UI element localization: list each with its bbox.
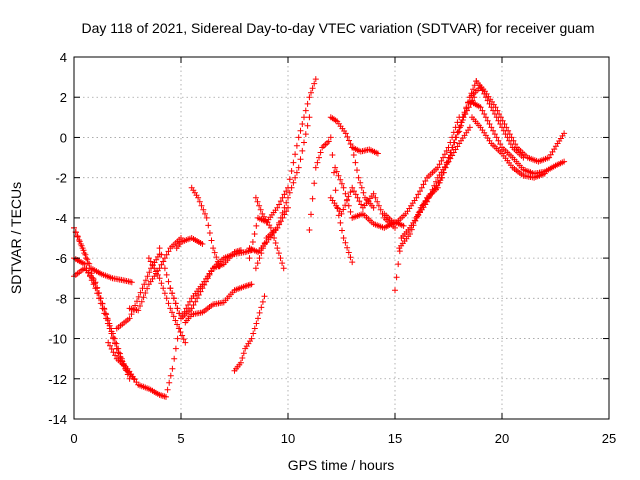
series-track-23 (327, 134, 356, 266)
x-tick-labels: 0 5 10 15 20 25 (70, 431, 616, 446)
x-tick-label: 10 (281, 431, 295, 446)
data-point-markers (456, 84, 527, 161)
y-axis-label: SDTVAR / TECUs (8, 182, 24, 294)
series-track-5 (105, 315, 184, 400)
x-tick-label: 0 (70, 431, 77, 446)
plot-frame (73, 56, 610, 420)
data-point-markers (188, 184, 223, 270)
series-track-12 (188, 184, 223, 270)
data-point-markers (306, 138, 332, 233)
series-track-20 (327, 114, 381, 157)
series-track-27 (381, 114, 463, 227)
data-point-markers (473, 78, 568, 165)
series-track-8 (145, 255, 189, 346)
y-tick-label: 0 (60, 130, 67, 145)
grid (74, 57, 609, 419)
series-track-17 (246, 204, 291, 256)
data-points (71, 76, 568, 400)
series-track-26 (396, 94, 478, 252)
y-tick-label: -10 (48, 332, 67, 347)
y-tick-label: -6 (55, 251, 67, 266)
chart-title: Day 118 of 2021, Sidereal Day-to-day VTE… (81, 20, 594, 36)
x-tick-label: 20 (495, 431, 509, 446)
data-point-markers (182, 281, 255, 326)
series-track-1 (71, 224, 135, 286)
data-point-markers (145, 255, 189, 346)
data-point-markers (396, 94, 478, 252)
data-point-markers (252, 194, 287, 272)
y-tick-labels: -14 -12 -10 -8 -6 -4 -2 0 2 4 (48, 50, 67, 427)
data-point-markers (381, 114, 463, 227)
data-point-markers (231, 293, 268, 374)
data-point-markers (71, 224, 135, 286)
series-track-22 (327, 184, 398, 231)
series-track-10 (167, 247, 255, 322)
data-point-markers (349, 144, 377, 211)
y-tick-label: -4 (55, 211, 67, 226)
data-point-markers (246, 76, 319, 262)
y-tick-label: 4 (60, 50, 67, 65)
x-tick-label: 25 (602, 431, 616, 446)
y-tick-label: -2 (55, 171, 67, 186)
series-track-11 (182, 281, 255, 326)
series-track-14 (231, 293, 268, 374)
data-point-markers (105, 315, 184, 400)
axis-ticks (73, 56, 610, 420)
series-track-28 (413, 124, 473, 221)
x-tick-label: 15 (388, 431, 402, 446)
series-track-31 (469, 114, 548, 181)
data-point-markers (327, 114, 381, 157)
data-point-markers (113, 251, 163, 332)
data-point-markers (413, 124, 473, 221)
series-track-24 (349, 144, 377, 211)
data-point-markers (327, 184, 398, 231)
y-tick-label: -14 (48, 412, 67, 427)
x-axis-label: GPS time / hours (288, 457, 395, 473)
series-track-19 (306, 138, 332, 233)
y-tick-label: -8 (55, 291, 67, 306)
data-point-markers (246, 204, 291, 256)
series-track-29 (473, 78, 568, 165)
series-track-13 (173, 235, 206, 252)
y-tick-label: 2 (60, 90, 67, 105)
series-track-15 (246, 76, 319, 262)
series-track-7 (113, 251, 163, 332)
data-point-markers (167, 247, 255, 322)
series-track-32 (456, 84, 527, 161)
data-point-markers (327, 134, 356, 266)
series-track-18 (252, 194, 287, 272)
data-point-markers (469, 114, 548, 181)
x-tick-label: 5 (177, 431, 184, 446)
y-tick-label: -12 (48, 372, 67, 387)
data-point-markers (173, 235, 206, 252)
